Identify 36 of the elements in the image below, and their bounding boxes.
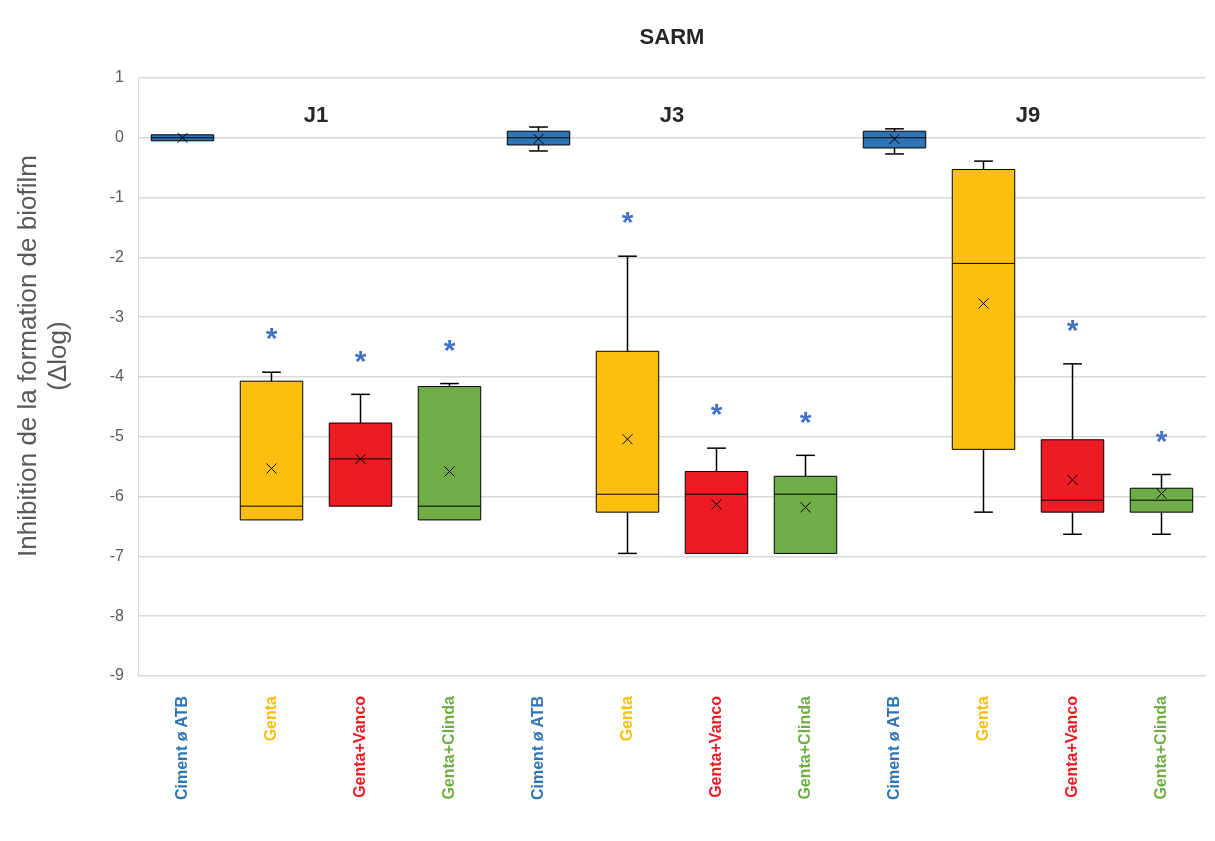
y-tick-label: -1 xyxy=(109,188,125,206)
y-tick-label: -7 xyxy=(109,546,125,564)
y-axis-title: Inhibition de la formation de biofilm (Δlog) xyxy=(12,154,73,559)
annotation: * xyxy=(621,205,634,239)
x-tick-label: Genta+Clinda xyxy=(1151,695,1169,800)
x-tick-label: Ciment ø ATB xyxy=(528,696,546,800)
y-tick-label: 0 xyxy=(115,128,125,146)
y-tick-label: -5 xyxy=(109,427,125,445)
x-tick-label: Genta xyxy=(261,695,279,742)
annotation: * xyxy=(265,321,278,355)
y-tick-label: -2 xyxy=(109,247,125,265)
annotation: * xyxy=(799,404,812,438)
annotation: * xyxy=(1066,313,1079,347)
annotation: * xyxy=(1155,423,1168,457)
x-tick-label: Genta xyxy=(973,695,991,742)
y-tick-label: -3 xyxy=(109,307,125,325)
text: J1 xyxy=(303,102,329,128)
y-tick-label: -6 xyxy=(109,487,125,505)
annotation: * xyxy=(354,343,367,377)
y-tick-label: -4 xyxy=(109,367,125,385)
chart-title: SARM xyxy=(639,24,705,50)
x-tick-label: Ciment ø ATB xyxy=(172,696,190,800)
x-tick-label: Genta+Vanco xyxy=(1062,695,1080,798)
y-tick-label: -8 xyxy=(109,606,125,624)
y-tick-label: 1 xyxy=(115,68,125,86)
text: J9 xyxy=(1015,102,1041,128)
text: J3 xyxy=(659,102,685,128)
annotation: * xyxy=(710,397,723,431)
x-tick-label: Genta+Clinda xyxy=(795,695,813,800)
x-tick-label: Genta+Vanco xyxy=(350,695,368,798)
x-tick-label: Genta xyxy=(617,695,635,742)
x-tick-label: Genta+Clinda xyxy=(439,695,457,800)
annotation: * xyxy=(443,332,456,366)
x-tick-label: Ciment ø ATB xyxy=(884,696,902,800)
y-tick-label: -9 xyxy=(109,666,125,684)
x-tick-label: Genta+Vanco xyxy=(706,695,724,798)
